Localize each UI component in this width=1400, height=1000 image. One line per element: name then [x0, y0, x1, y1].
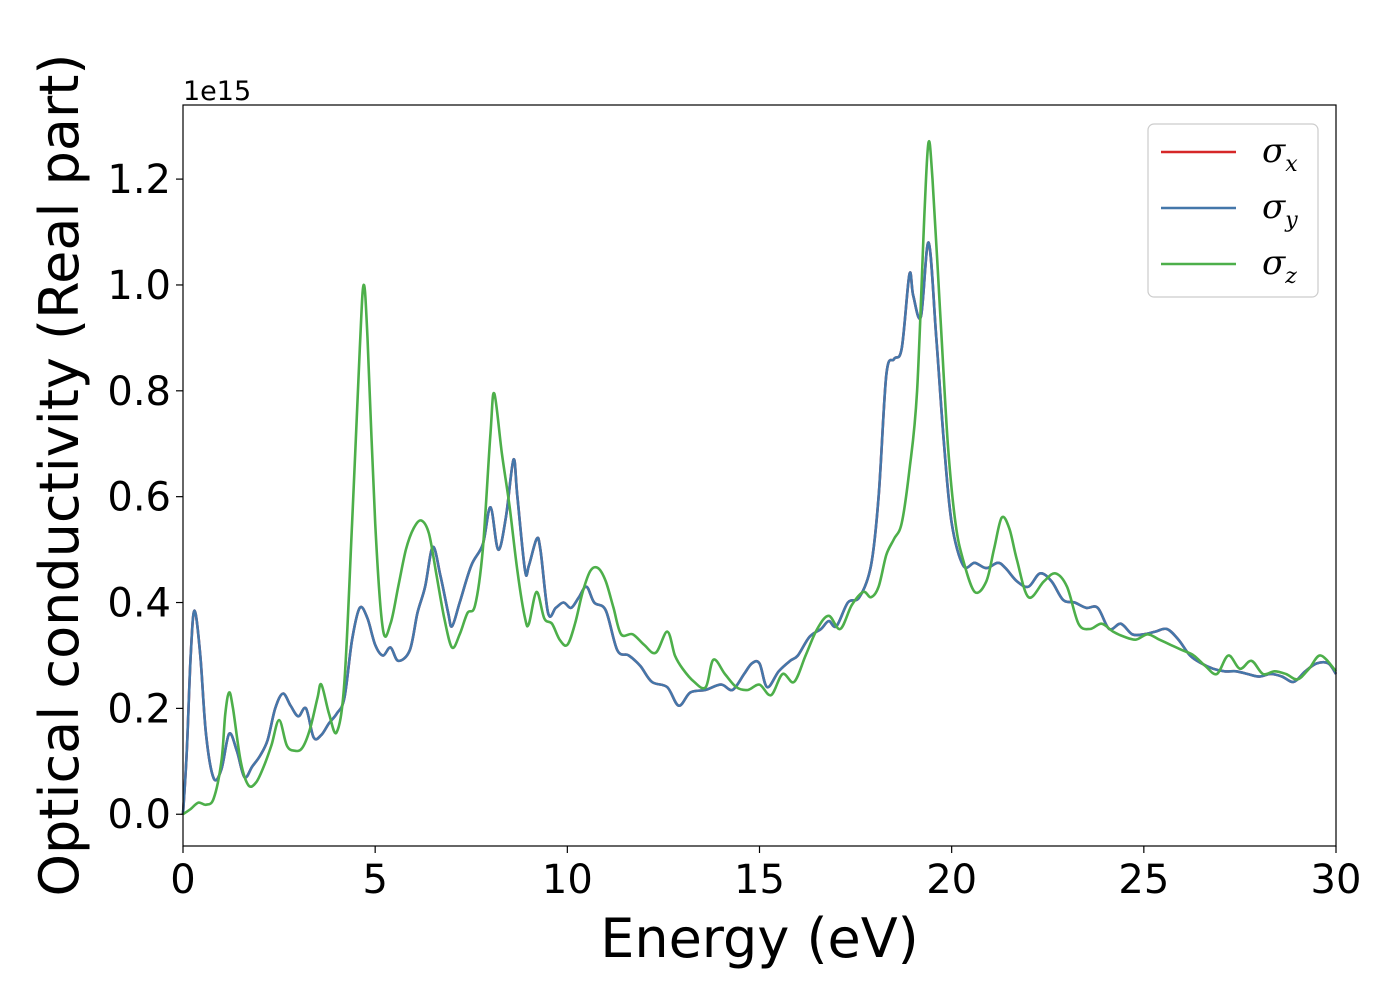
- y-tick-label: 0.6: [107, 475, 171, 521]
- y-tick-label: 0.2: [107, 686, 171, 732]
- series-line-sigma-z: [182, 139, 1337, 816]
- y-tick-label: 0.4: [107, 581, 171, 627]
- legend: σx σy σz: [1147, 123, 1319, 298]
- y-tick-label: 0.8: [107, 369, 171, 415]
- y-axis-title: Optical conductivity (Real part): [28, 54, 91, 897]
- x-tick-label: 0: [170, 857, 195, 903]
- legend-label-sigma-y: σy: [1262, 187, 1298, 233]
- x-tick-label: 30: [1311, 857, 1362, 903]
- x-axis-title: Energy (eV): [600, 907, 919, 970]
- x-axis-ticks: 0 5 10 15 20 25 30: [170, 846, 1361, 903]
- legend-items: σx σy σz: [1161, 131, 1298, 289]
- y-tick-label: 1.0: [107, 263, 171, 309]
- y-tick-label: 1.2: [107, 157, 171, 203]
- x-tick-label: 15: [734, 857, 785, 903]
- legend-label-sigma-x: σx: [1262, 131, 1298, 177]
- x-tick-label: 5: [362, 857, 387, 903]
- legend-label-sigma-z: σz: [1262, 243, 1297, 289]
- x-tick-label: 25: [1118, 857, 1169, 903]
- series-line-sigma-y: [181, 241, 1338, 815]
- y-axis-ticks: 0.0 0.2 0.4 0.6 0.8 1.0 1.2: [107, 157, 183, 838]
- series-layer: [181, 139, 1338, 816]
- y-axis-offset-label: 1e15: [183, 76, 251, 107]
- legend-box: [1147, 123, 1319, 298]
- x-tick-label: 10: [542, 857, 593, 903]
- y-tick-label: 0.0: [107, 792, 171, 838]
- x-tick-label: 20: [926, 857, 977, 903]
